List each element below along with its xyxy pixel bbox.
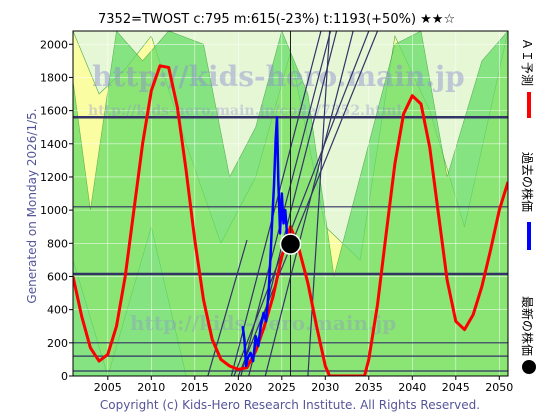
x-tick-label: 2030	[311, 381, 339, 394]
x-axis-ticks: 2005 2010 2015 2020 2025 2030 2035 2040 2045 2050	[94, 376, 513, 394]
trend-line-0	[230, 31, 322, 376]
current-marker-group	[279, 31, 302, 376]
x-tick-label: 2035	[355, 381, 383, 394]
x-tick-label: 2045	[442, 381, 470, 394]
y-tick-label: 800	[47, 237, 68, 250]
legend-ai: ＡＩ予測	[520, 38, 534, 118]
legend: ＡＩ予測 過去の株価 最新の株価	[520, 38, 536, 374]
y-tick-label: 2000	[40, 38, 68, 51]
legend-ai-label: ＡＩ予測	[520, 38, 534, 86]
trend-line-3	[264, 31, 354, 376]
y-tick-label: 1400	[40, 138, 68, 151]
y-tick-label: 400	[47, 304, 68, 317]
chart-title: 7352=TWOST c:795 m:615(-23%) t:1193(+50%…	[98, 12, 455, 27]
trend-line-4	[233, 31, 370, 376]
trend-line-7	[307, 31, 331, 376]
plot-frame	[72, 30, 509, 377]
watermark-line1: http://kids-hero.main.jp	[92, 60, 465, 93]
x-tick-label: 2025	[268, 381, 296, 394]
watermark-line2: http://kids-hero.main.jp/code/7352.html	[88, 103, 402, 119]
past-price-line	[241, 116, 292, 368]
x-tick-label: 2050	[485, 381, 513, 394]
legend-past-label: 過去の株価	[520, 152, 535, 212]
current-price-marker	[279, 233, 302, 255]
series-lines	[73, 64, 508, 376]
x-tick-label: 2015	[181, 381, 209, 394]
ai-forecast-line	[73, 64, 508, 376]
x-tick-label: 2020	[224, 381, 252, 394]
y-tick-label: 1600	[40, 105, 68, 118]
legend-latest: 最新の株価	[520, 296, 536, 374]
y-tick-label: 1800	[40, 71, 68, 84]
x-tick-label: 2005	[94, 381, 122, 394]
y-tick-label: 600	[47, 270, 68, 283]
y-tick-label: 1000	[40, 204, 68, 217]
legend-latest-dot	[522, 360, 536, 374]
y-tick-label: 200	[47, 337, 68, 350]
x-tick-label: 2010	[137, 381, 165, 394]
x-tick-label: 2040	[398, 381, 426, 394]
copyright-footer: Copyright (c) Kids-Hero Research Institu…	[100, 398, 480, 412]
y-tick-label: 0	[61, 370, 68, 383]
legend-past: 過去の株価	[520, 152, 535, 250]
generated-date-text: Generated on Monday 2026/1/5.	[25, 108, 39, 303]
trend-line-6	[207, 239, 248, 376]
y-tick-label: 1200	[40, 171, 68, 184]
legend-latest-label: 最新の株価	[520, 296, 535, 356]
y-axis-ticks: 0 200 400 600 800 1000 1200 1400 1600 1800 2000	[40, 38, 73, 383]
